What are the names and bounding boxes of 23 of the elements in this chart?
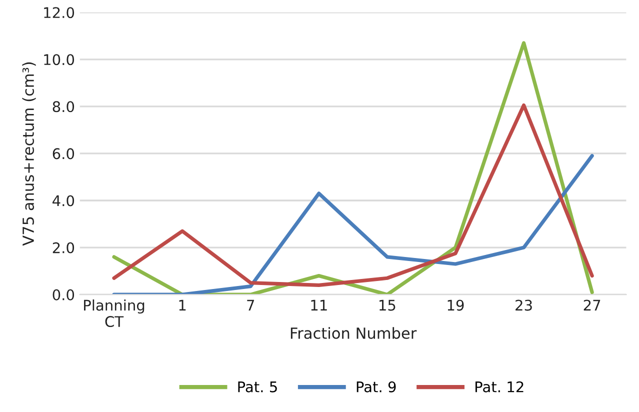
legend-label: Pat. 5 bbox=[238, 382, 277, 392]
line-series bbox=[112, 103, 594, 287]
y-tick-label: 6.0 bbox=[52, 148, 74, 160]
x-tick-label: 7 bbox=[247, 300, 254, 311]
x-tick-label: 11 bbox=[311, 300, 327, 311]
y-tick-label: 8.0 bbox=[52, 101, 74, 112]
x-tick-label: Planning CT bbox=[84, 299, 144, 328]
line-series bbox=[112, 154, 594, 295]
y-tick-label: 4.0 bbox=[52, 195, 74, 206]
y-tick-label: 10.0 bbox=[44, 54, 74, 66]
x-tick-label: 1 bbox=[179, 300, 186, 311]
y-tick-label: 12.0 bbox=[44, 7, 74, 18]
y-tick-label: 2.0 bbox=[52, 242, 74, 254]
x-axis-title: Fraction Number bbox=[290, 327, 417, 339]
x-tick-label: 15 bbox=[380, 300, 396, 311]
x-tick-label: 23 bbox=[516, 300, 532, 311]
legend-label: Pat. 12 bbox=[476, 381, 524, 392]
x-tick-label: 19 bbox=[448, 300, 464, 311]
legend-label: Pat. 9 bbox=[356, 381, 396, 392]
y-axis-title: V75 anus+rectum (cm³) bbox=[22, 62, 36, 246]
x-tick-label: 27 bbox=[584, 300, 600, 311]
line-series bbox=[112, 41, 594, 295]
y-tick-label: 0.0 bbox=[52, 289, 74, 300]
